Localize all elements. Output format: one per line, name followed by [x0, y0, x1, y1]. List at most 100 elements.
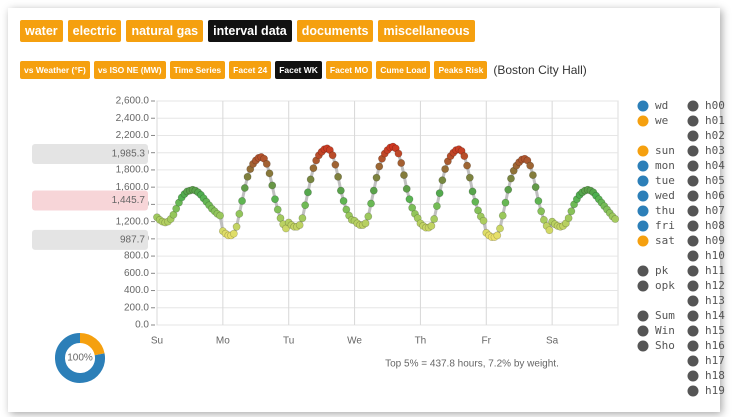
data-point — [501, 198, 510, 207]
data-point — [438, 176, 447, 185]
legend-swatch[interactable] — [687, 205, 699, 217]
nav-tab[interactable]: interval data — [208, 20, 292, 42]
data-point — [564, 214, 573, 223]
legend-label: h09 — [705, 234, 725, 247]
data-point — [402, 184, 411, 193]
nav-tab[interactable]: miscellaneous — [378, 20, 475, 42]
data-point — [537, 207, 546, 216]
sub-nav-tab[interactable]: vs Weather (°F) — [20, 61, 90, 79]
legend-swatch[interactable] — [687, 160, 699, 172]
data-point — [240, 184, 249, 192]
data-point — [334, 172, 343, 181]
legend-label: h04 — [705, 159, 725, 172]
legend-swatch[interactable] — [687, 115, 699, 127]
data-point — [372, 173, 381, 182]
legend-swatch[interactable] — [687, 340, 699, 352]
nav-tab[interactable]: water — [20, 20, 63, 42]
legend-swatch[interactable] — [637, 265, 649, 277]
data-point — [534, 197, 543, 205]
sub-nav-tab[interactable]: Time Series — [169, 61, 226, 79]
legend-swatch[interactable] — [687, 175, 699, 187]
legend-swatch[interactable] — [687, 250, 699, 262]
sub-nav-tab[interactable]: vs ISO NE (MW) — [93, 61, 166, 79]
x-tick-label: Tu — [283, 336, 294, 347]
data-point — [262, 159, 271, 168]
legend-swatch[interactable] — [637, 310, 649, 322]
legend-swatch[interactable] — [637, 205, 649, 217]
legend-swatch[interactable] — [687, 220, 699, 232]
legend-swatch[interactable] — [637, 325, 649, 337]
legend-swatch[interactable] — [687, 235, 699, 247]
data-point — [172, 204, 181, 213]
nav-tab[interactable]: natural gas — [126, 20, 204, 42]
legend-swatch[interactable] — [637, 175, 649, 187]
legend-swatch[interactable] — [637, 115, 649, 127]
data-point — [498, 211, 507, 220]
legend-swatch[interactable] — [687, 100, 699, 112]
sub-nav-tab[interactable]: Cume Load — [376, 61, 431, 79]
legend-swatch[interactable] — [637, 100, 649, 112]
legend-swatch[interactable] — [687, 355, 699, 367]
sub-nav-tab[interactable]: Facet MO — [325, 61, 373, 79]
data-point — [465, 173, 474, 182]
legend-swatch[interactable] — [687, 325, 699, 337]
legend-label: mon — [655, 159, 675, 172]
legend-swatch[interactable] — [687, 370, 699, 382]
nav-tab[interactable]: documents — [296, 20, 374, 42]
data-point — [427, 222, 436, 230]
reference-label: 1,445.7 — [112, 195, 146, 206]
data-point — [504, 185, 513, 194]
x-tick-label: Su — [151, 336, 163, 347]
legend-label: h10 — [705, 249, 725, 262]
legend-swatch[interactable] — [687, 145, 699, 157]
data-point — [328, 151, 337, 160]
legend-swatch[interactable] — [687, 295, 699, 307]
sub-nav-tab[interactable]: Peaks Risk — [434, 61, 488, 79]
legend-swatch[interactable] — [687, 130, 699, 142]
x-tick-label: Sa — [546, 336, 559, 347]
legend-swatch[interactable] — [637, 145, 649, 157]
legend-label: h19 — [705, 384, 725, 397]
nav-tab[interactable]: electric — [67, 20, 122, 42]
legend-swatch[interactable] — [637, 235, 649, 247]
data-point — [342, 205, 351, 214]
legend-swatch[interactable] — [687, 280, 699, 292]
y-tick-label: 1,200.0 — [116, 216, 150, 227]
data-point — [468, 187, 477, 196]
legend-swatch[interactable] — [637, 340, 649, 352]
legend-label: h07 — [705, 204, 725, 217]
gauge-segment — [55, 333, 105, 383]
legend-label: Win — [655, 324, 675, 337]
legend-swatch[interactable] — [687, 265, 699, 277]
legend-swatch[interactable] — [637, 280, 649, 292]
legend-swatch[interactable] — [687, 190, 699, 202]
legend-swatch[interactable] — [637, 190, 649, 202]
legend-label: wd — [655, 99, 668, 112]
legend-swatch[interactable] — [637, 220, 649, 232]
data-point — [463, 161, 471, 170]
plot-frame — [156, 100, 619, 326]
legend-label: h00 — [705, 99, 725, 112]
reference-label: 987.7 — [120, 235, 145, 246]
legend-label: pk — [655, 264, 669, 277]
legend-label: h13 — [705, 294, 725, 307]
data-point — [268, 181, 277, 190]
data-point — [529, 171, 537, 179]
data-point — [309, 164, 318, 173]
site-name: (Boston City Hall) — [493, 63, 587, 77]
data-point — [367, 199, 375, 208]
data-point — [567, 207, 576, 216]
y-tick-label: 2,600.0 — [116, 96, 150, 107]
data-point — [526, 161, 535, 170]
legend-label: sat — [655, 234, 675, 247]
y-tick-label: 2,400.0 — [116, 113, 150, 124]
sub-nav-tab[interactable]: Facet WK — [275, 61, 322, 79]
data-point — [400, 171, 408, 179]
legend-swatch[interactable] — [687, 385, 699, 397]
sub-nav-tab[interactable]: Facet 24 — [229, 61, 272, 79]
legend-swatch[interactable] — [687, 310, 699, 322]
legend-label: h18 — [705, 369, 725, 382]
data-point — [405, 195, 414, 204]
data-point — [271, 195, 279, 204]
legend-swatch[interactable] — [637, 160, 649, 172]
